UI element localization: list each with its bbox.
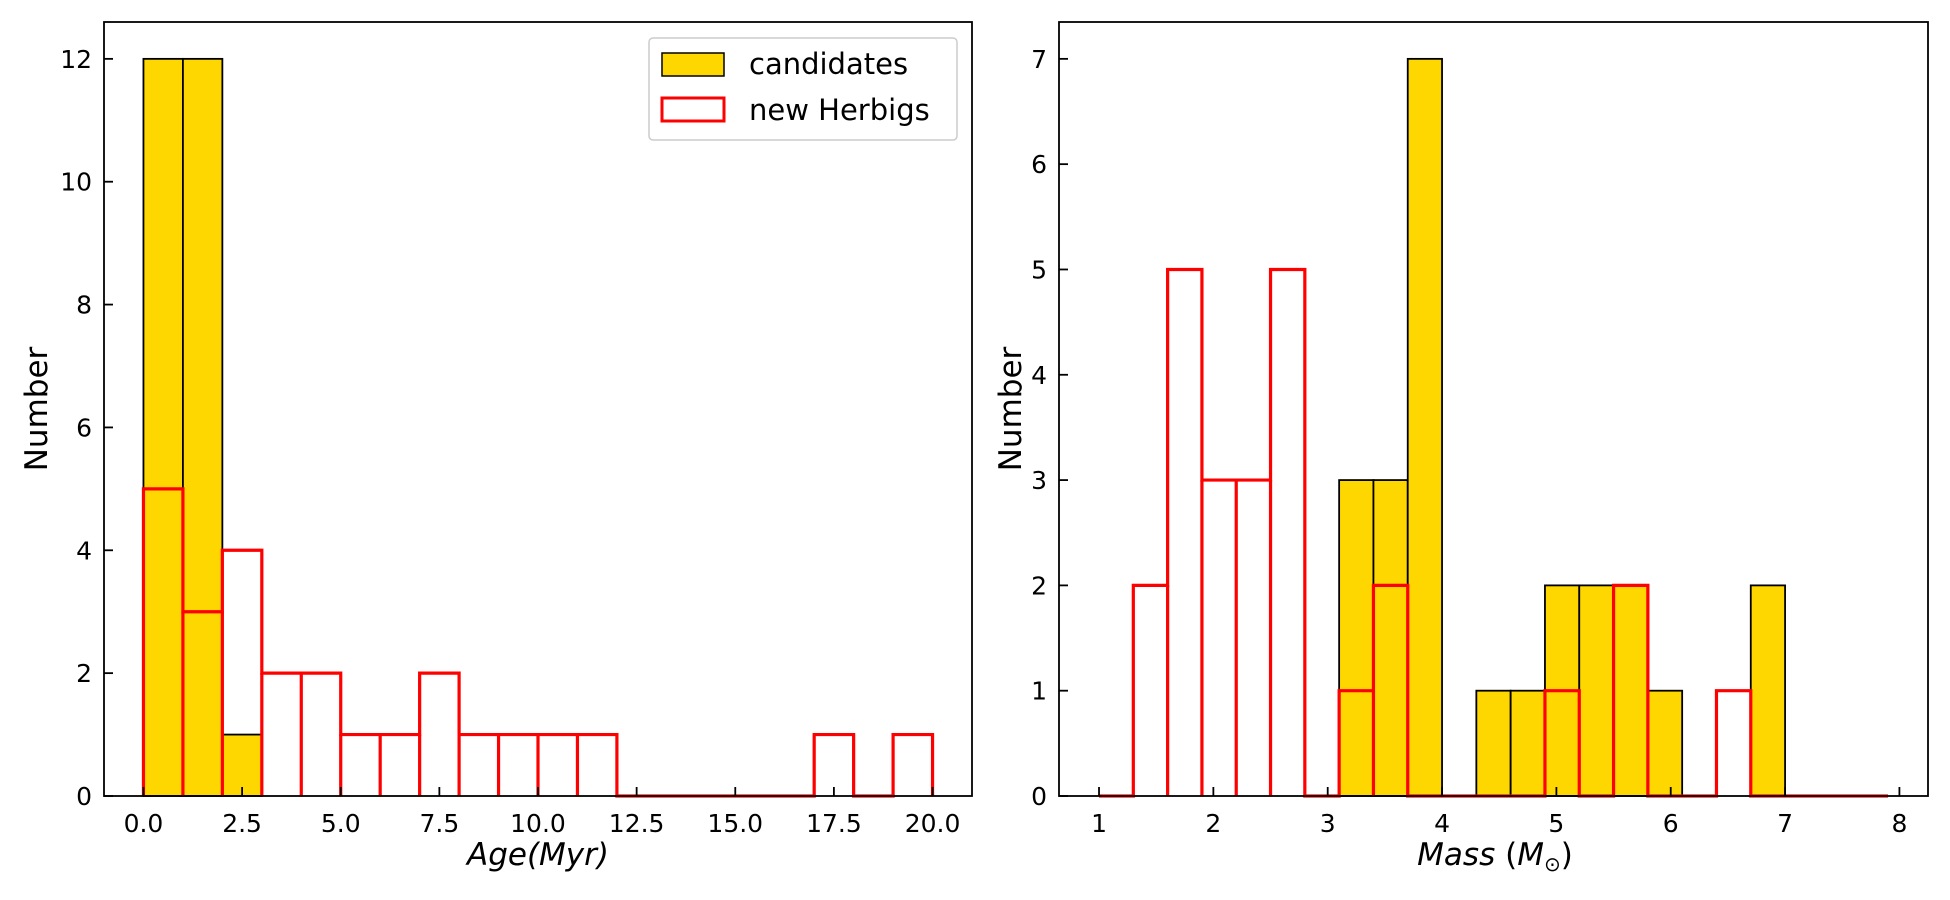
mass-x-axis-label-unit: (M⊙) <box>1505 837 1573 876</box>
age-axes-frame <box>103 21 973 797</box>
mass-x-tick-label: 8 <box>1891 809 1907 838</box>
mass-bar-candidates <box>1578 584 1615 797</box>
age-y-tick-label: 4 <box>76 536 92 565</box>
age-x-tick-label: 2.5 <box>222 809 262 838</box>
mass-y-tick-label: 2 <box>1031 571 1047 600</box>
age-x-tick-label: 20.0 <box>905 809 961 838</box>
legend-box <box>648 37 958 141</box>
age-y-tick-label: 12 <box>60 45 92 74</box>
age-x-tick-label: 5.0 <box>321 809 361 838</box>
legend-label-new-herbigs: new Herbigs <box>749 93 930 127</box>
age-x-tick-label: 17.5 <box>806 809 862 838</box>
age-y-tick-label: 2 <box>76 659 92 688</box>
mass-series-candidates <box>1338 57 1786 797</box>
legend-swatch-new-herbigs <box>660 96 726 123</box>
mass-bar-candidates <box>1612 584 1649 797</box>
mass-unit-sun-subscript: ⊙ <box>1544 852 1561 876</box>
mass-y-tick-label: 5 <box>1031 255 1047 284</box>
legend-label-candidates: candidates <box>749 47 908 81</box>
legend-swatch-candidates <box>661 52 725 77</box>
mass-y-tick-label: 6 <box>1031 150 1047 179</box>
mass-histogram-panel: 1 2 3 4 5 6 7 8 0 1 2 3 4 5 6 7 Number Mass (M⊙) <box>993 21 1929 876</box>
age-x-tick-label: 12.5 <box>609 809 665 838</box>
mass-bar-candidates <box>1749 584 1786 797</box>
mass-x-tick-label: 2 <box>1205 809 1221 838</box>
age-outline-new-herbigs <box>141 487 935 798</box>
age-x-axis-label: Age(Myr) <box>465 837 609 873</box>
mass-unit-symbol: M <box>1517 837 1544 873</box>
age-y-tick-label: 0 <box>76 782 92 811</box>
mass-y-axis-label: Number <box>993 346 1029 471</box>
mass-y-tick-label: 1 <box>1031 677 1047 706</box>
age-y-tick-label: 8 <box>76 291 92 320</box>
mass-bars <box>1099 57 1888 798</box>
mass-bar-candidates <box>1406 57 1443 797</box>
mass-bar-candidates <box>1338 479 1375 797</box>
age-y-axis-label: Number <box>19 346 55 471</box>
mass-bar-candidates <box>1372 479 1409 797</box>
age-x-tick-label: 15.0 <box>707 809 763 838</box>
mass-y-tick-label: 3 <box>1031 466 1047 495</box>
mass-unit-close-paren: ) <box>1561 837 1573 873</box>
mass-x-tick-label: 1 <box>1091 809 1107 838</box>
mass-x-tick-label: 5 <box>1548 809 1564 838</box>
mass-x-tick-label: 6 <box>1663 809 1679 838</box>
mass-axes-frame <box>1058 21 1929 797</box>
mass-x-axis-label-main: Mass <box>1417 837 1495 873</box>
age-bar-candidates <box>142 57 184 797</box>
mass-y-tick-label: 7 <box>1031 45 1047 74</box>
age-bar-candidates <box>221 733 263 797</box>
age-x-tick-label: 7.5 <box>419 809 459 838</box>
mass-axis-ticks: 1 2 3 4 5 6 7 8 0 1 2 3 4 5 6 7 <box>1031 45 1907 838</box>
age-series-new-herbigs <box>141 487 935 798</box>
mass-x-tick-label: 7 <box>1777 809 1793 838</box>
age-bar-candidates <box>182 57 224 797</box>
mass-bar-candidates <box>1509 689 1546 797</box>
mass-bar-candidates <box>1646 689 1684 797</box>
mass-y-tick-label: 4 <box>1031 361 1047 390</box>
mass-x-tick-label: 4 <box>1434 809 1450 838</box>
age-histogram-panel: 0.0 2.5 5.0 7.5 10.0 12.5 15.0 17.5 20.0 0 2 4 6 8 10 1… <box>19 21 973 873</box>
age-axis-ticks: 0.0 2.5 5.0 7.5 10.0 12.5 15.0 17.5 20.0 0 2 4 6 8 10 1… <box>60 45 960 838</box>
age-y-tick-label: 10 <box>60 168 92 197</box>
age-series-candidates <box>142 57 263 797</box>
age-y-tick-label: 6 <box>76 413 92 442</box>
age-legend: candidates new Herbigs <box>648 37 958 141</box>
age-x-tick-label: 10.0 <box>510 809 566 838</box>
mass-bar-candidates <box>1475 689 1512 797</box>
mass-y-tick-label: 0 <box>1031 782 1047 811</box>
age-bars <box>141 57 935 798</box>
mass-unit-open-paren: ( <box>1505 837 1517 873</box>
mass-x-tick-label: 3 <box>1320 809 1336 838</box>
mass-x-axis-label: Mass (M⊙) <box>1417 837 1573 876</box>
age-x-tick-label: 0.0 <box>124 809 164 838</box>
